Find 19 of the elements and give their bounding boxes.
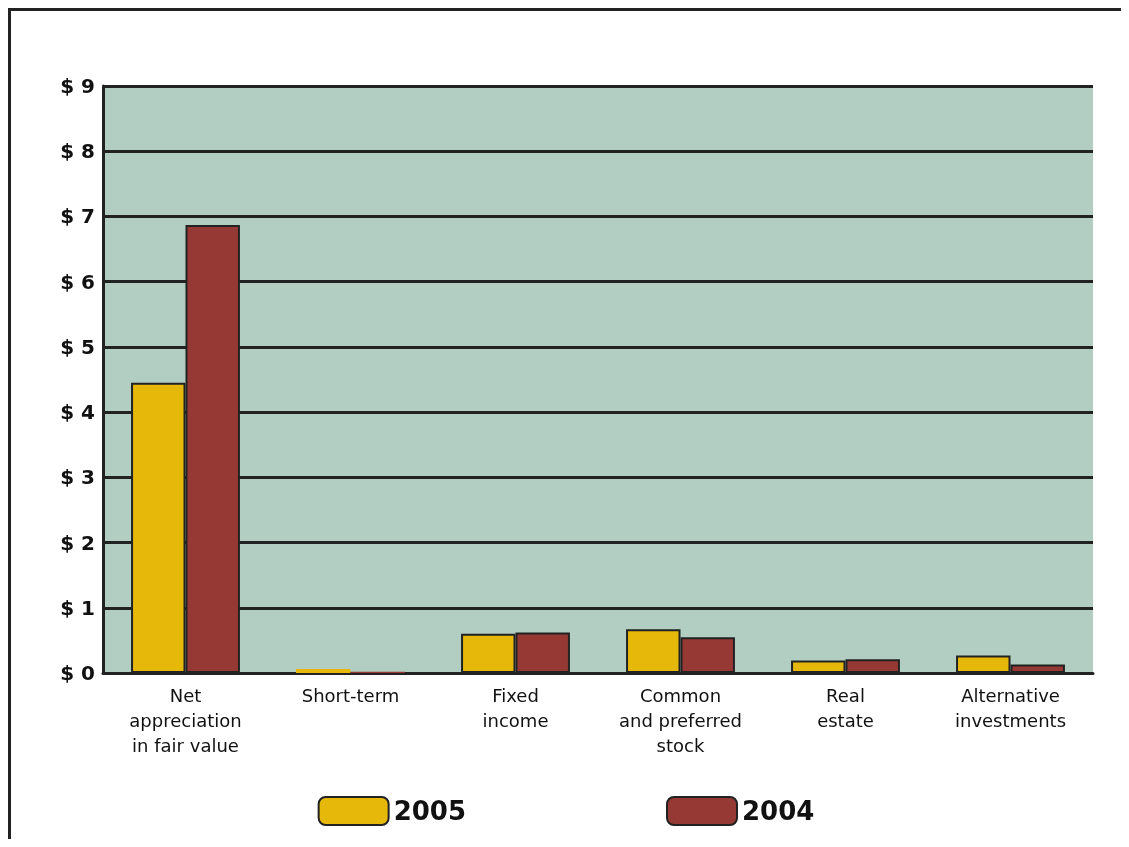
y-tick-label: $ 7 (60, 204, 95, 229)
y-tick-label: $ 1 (60, 595, 95, 620)
x-tick-label: Common and preferred stock (618, 685, 743, 756)
y-tick-label: $ 0 (60, 661, 95, 685)
bar (296, 669, 351, 673)
x-tick-label: Fixed income (482, 685, 549, 731)
legend-label: 2004 (742, 796, 815, 826)
x-tick-label: Net appreciation in fair value (129, 685, 242, 756)
x-tick-label: Real estate (817, 685, 874, 731)
x-tick-label: Alternative investments (954, 685, 1067, 731)
y-tick-label: $ 2 (60, 530, 95, 555)
y-tick-label: $ 4 (60, 400, 95, 425)
y-tick-label: $ 9 (60, 74, 95, 98)
y-tick-label: $ 6 (60, 269, 95, 294)
x-tick-label: Short-term (301, 685, 400, 706)
y-tick-label: $ 3 (60, 465, 95, 490)
y-tick-label: $ 5 (60, 334, 95, 359)
y-tick-label: $ 8 (60, 139, 95, 164)
legend-label: 2005 (393, 796, 467, 826)
